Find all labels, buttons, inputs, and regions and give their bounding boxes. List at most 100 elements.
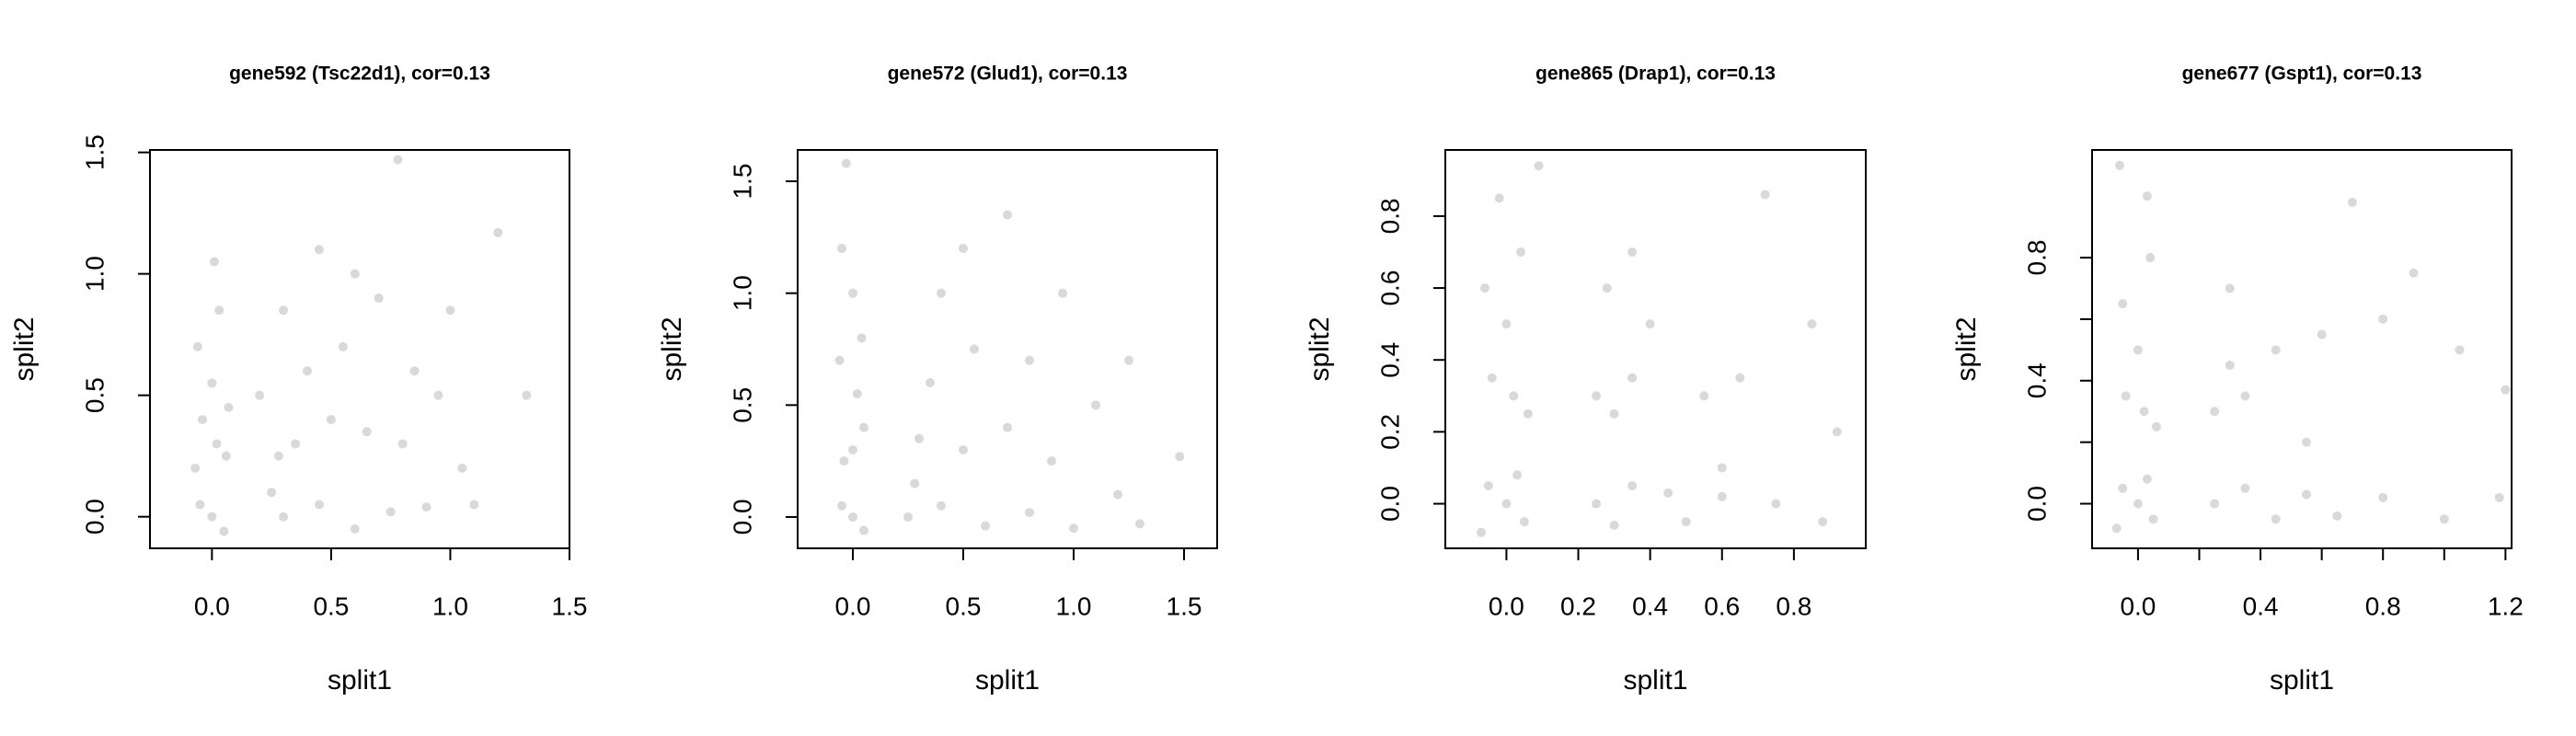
point: [1645, 319, 1655, 329]
plot-box: [1444, 149, 1867, 549]
point: [1516, 247, 1526, 257]
point: [397, 439, 408, 449]
x-tick-label: 0.2: [1560, 592, 1596, 620]
point: [857, 333, 867, 343]
point: [1058, 288, 1067, 298]
x-tick-label: 1.5: [1167, 592, 1202, 620]
point: [457, 463, 467, 473]
x-tick-label: 0.0: [835, 592, 871, 620]
point: [1717, 491, 1727, 501]
y-tick-label: 0.0: [80, 499, 109, 535]
point: [493, 227, 503, 237]
point: [1509, 391, 1519, 401]
chart-title: gene677 (Gspt1), cor=0.13: [2182, 63, 2422, 85]
y-tick-label: 0.6: [1375, 270, 1404, 306]
x-tick-label: 0.0: [2120, 592, 2156, 620]
point: [1479, 283, 1489, 293]
point: [1760, 190, 1770, 200]
point: [314, 245, 324, 255]
y-tick-label: 0.0: [1375, 486, 1404, 522]
point: [1135, 519, 1144, 529]
y-axis-label: split2: [9, 316, 40, 381]
point: [1627, 481, 1638, 491]
point: [1047, 456, 1056, 466]
y-tick-label: 1.5: [728, 164, 756, 200]
point: [1523, 408, 1533, 419]
y-tick-label: 1.5: [80, 134, 109, 170]
x-axis-label: split1: [2270, 665, 2334, 696]
point: [859, 525, 868, 535]
point: [1477, 527, 1487, 537]
point: [207, 378, 217, 388]
plot-box: [797, 149, 1218, 549]
point: [2439, 514, 2449, 524]
point: [914, 433, 924, 443]
point: [1501, 499, 1512, 509]
x-tick-label: 0.8: [1776, 592, 1811, 620]
point: [852, 389, 862, 399]
point: [1487, 373, 1497, 383]
point: [937, 500, 946, 511]
point: [926, 377, 935, 387]
point: [1663, 488, 1673, 498]
point: [267, 488, 277, 498]
point: [837, 500, 846, 511]
point: [1627, 373, 1638, 383]
point: [834, 355, 845, 365]
point: [1512, 470, 1523, 480]
point: [314, 500, 324, 510]
point: [338, 341, 348, 351]
point: [1807, 319, 1817, 329]
point: [2271, 514, 2281, 524]
point: [350, 269, 360, 279]
y-tick-label: 0.0: [2022, 486, 2051, 522]
point: [1681, 517, 1691, 527]
y-tick-label: 0.5: [728, 387, 756, 423]
point: [2301, 489, 2311, 500]
point: [839, 456, 849, 466]
point: [2118, 299, 2128, 309]
point: [2301, 437, 2311, 447]
point: [1003, 422, 1012, 432]
x-tick-label: 0.6: [1704, 592, 1740, 620]
point: [219, 526, 229, 536]
point: [1592, 391, 1602, 401]
x-tick-label: 0.4: [2243, 592, 2279, 620]
point: [2494, 492, 2504, 502]
point: [421, 502, 431, 512]
point: [1771, 499, 1781, 509]
point: [848, 444, 857, 454]
x-tick-label: 0.5: [313, 592, 349, 620]
y-tick-label: 0.4: [2022, 362, 2051, 398]
point: [1113, 489, 1122, 500]
point: [841, 158, 851, 168]
point: [2121, 391, 2131, 401]
point: [859, 422, 868, 432]
point: [374, 293, 384, 304]
x-tick-label: 1.2: [2488, 592, 2524, 620]
point: [303, 366, 312, 376]
point: [279, 305, 289, 316]
point: [2332, 511, 2342, 521]
point: [273, 451, 283, 461]
point: [903, 512, 913, 522]
point: [2240, 483, 2250, 493]
x-tick-label: 1.0: [1056, 592, 1092, 620]
point: [959, 444, 968, 454]
point: [214, 305, 224, 316]
point: [198, 415, 207, 425]
point: [362, 427, 372, 437]
point: [279, 512, 289, 522]
x-axis-label: split1: [1623, 665, 1687, 696]
point: [1717, 463, 1727, 473]
y-tick-label: 0.2: [1375, 414, 1404, 450]
point: [1609, 408, 1619, 419]
point: [937, 288, 946, 298]
point: [385, 507, 396, 517]
point: [848, 512, 857, 522]
point: [224, 402, 234, 412]
y-tick-label: 1.0: [80, 256, 109, 292]
point: [1609, 520, 1619, 530]
point: [1832, 427, 1842, 437]
